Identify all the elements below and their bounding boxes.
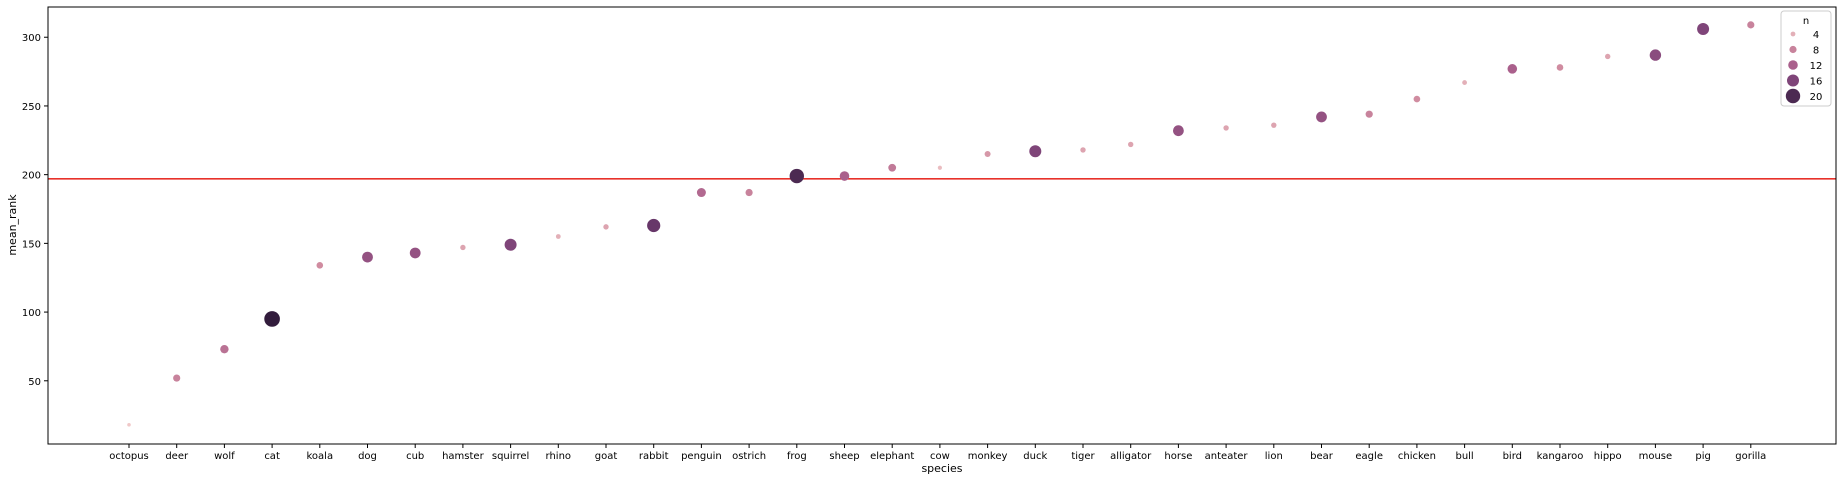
data-point-ostrich bbox=[745, 188, 753, 197]
data-point-monkey bbox=[984, 151, 991, 158]
x-tick-label: hamster bbox=[442, 451, 484, 462]
data-point-bear bbox=[1316, 111, 1327, 123]
x-tick-label: squirrel bbox=[492, 451, 529, 462]
legend-marker bbox=[1790, 31, 1796, 37]
data-point-koala bbox=[316, 262, 324, 269]
data-point-deer bbox=[173, 374, 181, 382]
legend-marker bbox=[1788, 60, 1798, 70]
data-point-gorilla bbox=[1747, 21, 1755, 29]
legend-label: 16 bbox=[1810, 77, 1823, 88]
data-point-octopus bbox=[127, 422, 131, 427]
legend-label: 20 bbox=[1810, 92, 1823, 103]
x-tick-label: gorilla bbox=[1735, 451, 1766, 462]
data-point-hamster bbox=[460, 244, 466, 251]
data-point-cub bbox=[409, 247, 421, 259]
legend-marker bbox=[1785, 88, 1801, 104]
x-tick-label: duck bbox=[1023, 451, 1047, 462]
x-tick-label: monkey bbox=[968, 451, 1008, 462]
x-tick-label: bear bbox=[1310, 451, 1334, 462]
x-tick-label: octopus bbox=[109, 451, 149, 462]
data-point-cat bbox=[264, 311, 280, 327]
data-point-bull bbox=[1462, 80, 1467, 85]
x-tick-label: ostrich bbox=[732, 451, 766, 462]
x-tick-layer: octopus deer wolf cat koala dog cub hamster squi… bbox=[109, 444, 1766, 462]
x-tick-label: cat bbox=[264, 451, 280, 462]
plot-area-frame bbox=[47, 6, 1837, 445]
x-tick-label: rhino bbox=[546, 451, 572, 462]
data-point-mouse bbox=[1649, 49, 1662, 61]
data-point-elephant bbox=[888, 163, 897, 172]
legend-title: n bbox=[1803, 16, 1809, 27]
x-tick-label: anteater bbox=[1205, 451, 1249, 462]
x-tick-label: sheep bbox=[829, 451, 859, 462]
legend-entries: 4 8 12 16 20 bbox=[1785, 30, 1823, 104]
x-tick-label: elephant bbox=[870, 451, 914, 462]
x-tick-label: cow bbox=[930, 451, 950, 462]
legend-marker bbox=[1789, 45, 1797, 54]
y-tick-label: 100 bbox=[22, 308, 41, 319]
data-point-wolf bbox=[220, 344, 229, 354]
x-tick-label: bull bbox=[1455, 451, 1473, 462]
x-tick-label: wolf bbox=[214, 451, 235, 462]
data-point-chicken bbox=[1413, 95, 1421, 103]
legend-marker bbox=[1787, 74, 1799, 87]
y-tick-layer: 50 100 150 200 250 300 bbox=[22, 33, 48, 388]
x-tick-label: horse bbox=[1164, 451, 1192, 462]
data-point-cow bbox=[937, 165, 943, 170]
data-point-sheep bbox=[839, 171, 850, 181]
data-point-tiger bbox=[1080, 147, 1086, 153]
x-tick-label: eagle bbox=[1355, 451, 1383, 462]
x-tick-label: cub bbox=[406, 451, 424, 462]
x-tick-label: koala bbox=[307, 451, 334, 462]
x-tick-label: rabbit bbox=[639, 451, 669, 462]
data-points bbox=[127, 21, 1755, 427]
y-tick-label: 250 bbox=[22, 102, 41, 113]
x-tick-label: frog bbox=[787, 451, 807, 462]
data-point-kangaroo bbox=[1556, 64, 1564, 71]
x-tick-label: kangaroo bbox=[1537, 451, 1584, 462]
data-point-bird bbox=[1507, 64, 1518, 74]
x-tick-label: tiger bbox=[1071, 451, 1095, 462]
data-point-pig bbox=[1697, 22, 1710, 35]
data-point-hippo bbox=[1605, 53, 1611, 60]
data-point-lion bbox=[1271, 122, 1277, 128]
y-tick-label: 50 bbox=[28, 377, 41, 388]
legend-label: 4 bbox=[1813, 30, 1819, 41]
y-tick-label: 200 bbox=[22, 171, 41, 182]
x-tick-label: deer bbox=[165, 451, 189, 462]
x-tick-label: bird bbox=[1503, 451, 1522, 462]
data-point-goat bbox=[603, 224, 609, 230]
data-point-rabbit bbox=[647, 218, 661, 233]
x-tick-label: penguin bbox=[681, 451, 722, 462]
data-point-horse bbox=[1173, 125, 1184, 137]
x-tick-label: chicken bbox=[1398, 451, 1436, 462]
y-axis-label: mean_rank bbox=[6, 194, 19, 256]
x-tick-label: lion bbox=[1265, 451, 1283, 462]
x-tick-label: alligator bbox=[1110, 451, 1152, 462]
data-point-eagle bbox=[1365, 110, 1373, 118]
x-axis-label: species bbox=[921, 462, 962, 475]
x-tick-label: mouse bbox=[1639, 451, 1673, 462]
data-point-squirrel bbox=[504, 238, 517, 251]
data-point-alligator bbox=[1128, 141, 1134, 148]
data-point-dog bbox=[362, 251, 373, 263]
data-point-duck bbox=[1029, 145, 1042, 158]
legend-label: 8 bbox=[1813, 46, 1819, 57]
data-point-frog bbox=[789, 168, 804, 184]
legend: n 4 8 12 16 20 bbox=[1780, 10, 1832, 107]
data-point-penguin bbox=[696, 188, 706, 198]
data-point-rhino bbox=[555, 234, 561, 239]
x-tick-label: pig bbox=[1695, 451, 1710, 462]
x-tick-label: goat bbox=[595, 451, 618, 462]
y-tick-label: 300 bbox=[22, 33, 41, 44]
legend-label: 12 bbox=[1810, 61, 1823, 72]
x-tick-label: dog bbox=[358, 451, 377, 462]
data-point-anteater bbox=[1223, 125, 1229, 131]
x-tick-label: hippo bbox=[1594, 451, 1622, 462]
y-tick-label: 150 bbox=[22, 239, 41, 250]
